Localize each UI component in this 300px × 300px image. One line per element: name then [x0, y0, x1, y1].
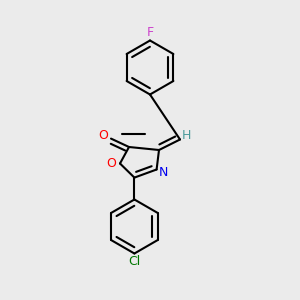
Text: F: F — [146, 26, 154, 40]
Text: Cl: Cl — [128, 255, 140, 268]
Text: O: O — [107, 157, 116, 170]
Text: N: N — [158, 166, 168, 179]
Text: H: H — [182, 129, 191, 142]
Text: O: O — [99, 129, 108, 142]
